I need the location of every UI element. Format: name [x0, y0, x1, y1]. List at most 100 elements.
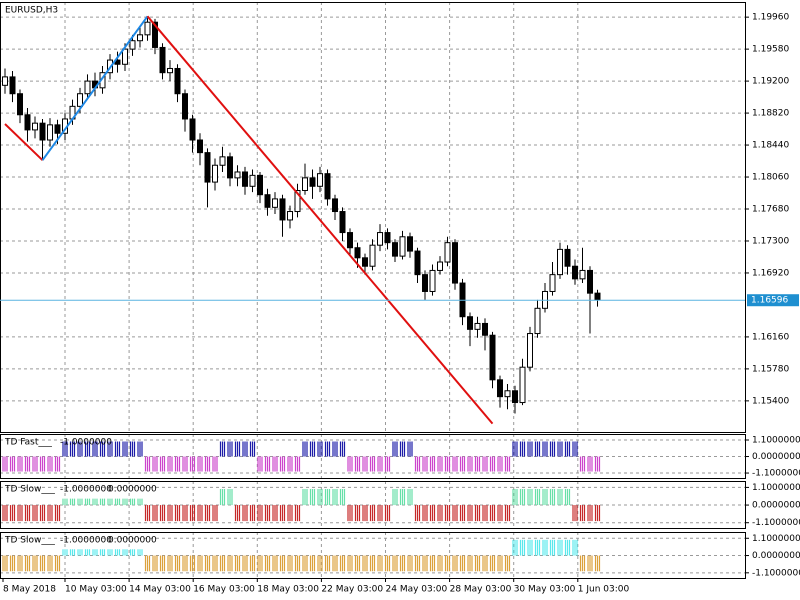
candle-body — [429, 269, 436, 292]
y-tick-label: 1.18820 — [752, 109, 789, 119]
y-tick-label: 1.19580 — [752, 45, 789, 55]
indicator-readout: -1.0000000 — [60, 485, 112, 495]
y-tick-label: 1.1000000 — [752, 483, 800, 493]
candle-body — [414, 250, 421, 276]
indicator-readout: -1.0000000 — [60, 536, 112, 546]
candle-body — [527, 333, 533, 368]
candle-body — [407, 236, 413, 252]
candle-body — [512, 390, 518, 404]
candle-body — [294, 189, 301, 213]
candle-body — [564, 248, 571, 267]
candle-body — [467, 316, 473, 330]
candle-body — [309, 177, 316, 187]
candle-body — [579, 269, 586, 280]
panel-frame — [0, 434, 746, 479]
candle-body — [47, 124, 53, 141]
candle-body — [302, 177, 308, 191]
current-price-label: 1.16596 — [751, 296, 788, 306]
candle-body — [504, 390, 511, 398]
candle-body — [594, 292, 601, 301]
candle-body — [317, 173, 323, 187]
indicator-readout: -1.0000000 — [60, 438, 112, 448]
y-tick-label: 1.16920 — [752, 268, 789, 278]
candle-body — [174, 67, 181, 95]
candle-body — [24, 114, 31, 131]
candle-body — [189, 118, 196, 141]
y-tick-label: 1.17300 — [752, 236, 789, 246]
chart-title: EURUSD,H3 — [5, 6, 58, 16]
candle-body — [84, 80, 91, 95]
indicator-title: TD Slow___ — [4, 485, 55, 495]
candle-body — [444, 242, 451, 263]
candle-body — [534, 307, 541, 335]
candle-body — [362, 257, 368, 267]
x-tick-label: 18 May 03:00 — [257, 585, 319, 595]
candle-body — [474, 322, 481, 330]
candle-body — [137, 34, 143, 42]
y-tick-label: -1.1000000 — [752, 469, 800, 479]
candle-body — [219, 156, 226, 166]
candle-body — [2, 76, 8, 86]
y-tick-label: 1.1000000 — [752, 534, 800, 544]
candle-body — [437, 261, 443, 271]
x-tick-label: 1 Jun 03:00 — [578, 585, 630, 595]
y-tick-label: -1.1000000 — [752, 568, 800, 578]
indicator-readout: 0.0000000 — [108, 485, 157, 495]
candle-body — [257, 174, 263, 196]
candle-body — [452, 242, 458, 284]
y-tick-label: 1.17680 — [752, 205, 789, 215]
candle-body — [264, 194, 271, 208]
candle-body — [9, 76, 16, 95]
candle-body — [399, 236, 406, 257]
panel-frame — [0, 481, 746, 529]
panel-frame — [0, 2, 746, 433]
x-tick-label: 8 May 2018 — [3, 585, 56, 595]
indicator-title: TD Fast___ — [4, 438, 52, 448]
candle-body — [354, 247, 361, 259]
candle-body — [392, 242, 398, 257]
y-tick-label: 1.16160 — [752, 332, 789, 342]
x-tick-label: 30 May 03:00 — [514, 585, 576, 595]
candle-body — [519, 366, 526, 404]
trendline — [146, 15, 494, 425]
x-tick-label: 10 May 03:00 — [65, 585, 127, 595]
candle-body — [182, 93, 188, 120]
candle-body — [497, 379, 503, 398]
candle-body — [587, 269, 593, 294]
candle-body — [339, 211, 346, 234]
candle-body — [384, 232, 391, 244]
candle-body — [39, 122, 46, 141]
candle-body — [144, 21, 151, 36]
candle-body — [32, 122, 38, 131]
candle-body — [152, 21, 158, 48]
indicator-readout: 0.0000000 — [108, 536, 157, 546]
candle-body — [422, 274, 428, 292]
candle-body — [234, 171, 241, 179]
x-tick-label: 28 May 03:00 — [450, 585, 512, 595]
candle-body — [197, 139, 203, 154]
candle-body — [332, 198, 338, 213]
candle-body — [212, 164, 218, 183]
candle-body — [549, 274, 556, 292]
candle-body — [129, 40, 136, 50]
panel-frame — [0, 532, 746, 579]
y-tick-label: 1.19200 — [752, 77, 789, 87]
trendline — [4, 123, 44, 161]
x-tick-label: 22 May 03:00 — [321, 585, 383, 595]
candle-body — [324, 173, 331, 200]
candle-body — [77, 93, 83, 107]
candle-body — [242, 171, 248, 187]
y-tick-label: 1.15400 — [752, 396, 789, 406]
candle-body — [557, 248, 563, 276]
x-tick-label: 24 May 03:00 — [386, 585, 448, 595]
candle-body — [489, 334, 496, 381]
y-tick-label: 1.1000000 — [752, 436, 800, 446]
y-tick-label: 0.0000000 — [752, 452, 800, 462]
current-price-box — [747, 294, 799, 307]
candle-body — [377, 232, 383, 246]
y-tick-label: 1.18060 — [752, 173, 789, 183]
candle-body — [287, 211, 293, 221]
candle-body — [204, 152, 211, 183]
candle-body — [572, 265, 578, 280]
